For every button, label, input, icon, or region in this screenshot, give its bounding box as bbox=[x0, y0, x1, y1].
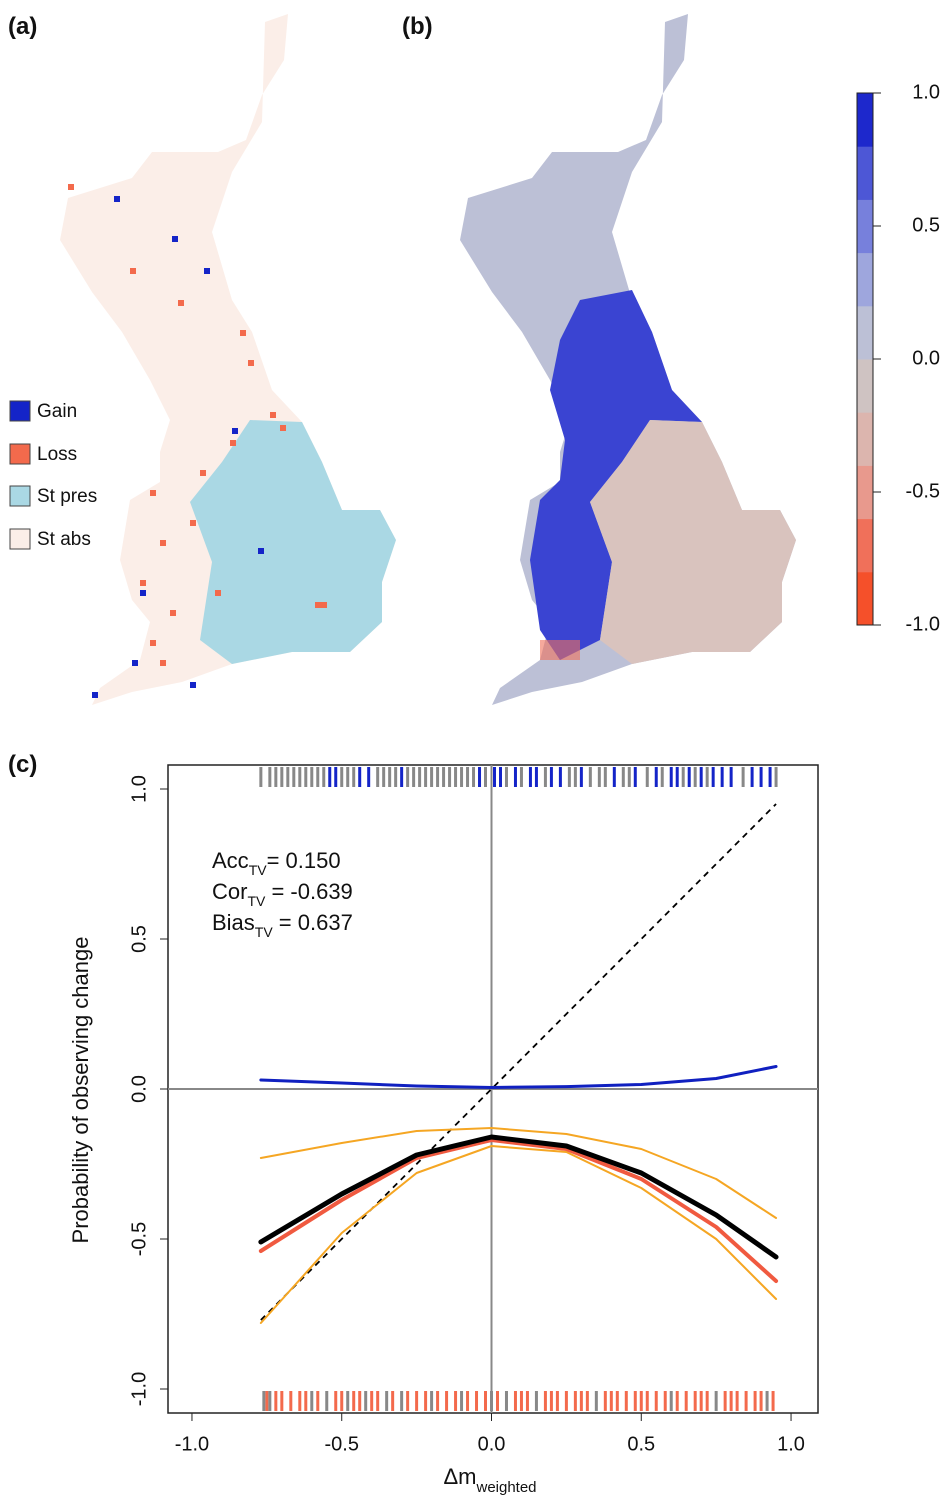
annotation: BiasTV = 0.637 bbox=[212, 910, 353, 940]
colorbar-bin bbox=[857, 305, 873, 360]
legend-swatch bbox=[9, 485, 31, 507]
curve bbox=[259, 1145, 778, 1324]
curve bbox=[259, 1127, 778, 1219]
x-axis-label: Δmweighted bbox=[443, 1464, 536, 1496]
colorbar-bin bbox=[857, 412, 873, 466]
colorbar-bin bbox=[857, 571, 873, 626]
legend-label: Gain bbox=[37, 401, 77, 422]
colorbar-bin bbox=[857, 252, 873, 307]
map-cells bbox=[68, 184, 327, 666]
annotation-rest: = 0.150 bbox=[267, 848, 341, 873]
colorbar-tick-label: -0.5 bbox=[906, 480, 940, 502]
colorbar-bin bbox=[857, 518, 873, 573]
map-b bbox=[460, 14, 796, 705]
annotation-main: Acc bbox=[212, 848, 249, 873]
colorbar-tick-label: -1.0 bbox=[906, 613, 940, 635]
colorbar-tick-label: 0.5 bbox=[912, 214, 940, 236]
map-cells bbox=[92, 196, 264, 698]
x-tick-label: -1.0 bbox=[175, 1433, 209, 1455]
y-axis-label: Probability of observing change bbox=[68, 937, 93, 1244]
annotation-main: Cor bbox=[212, 879, 247, 904]
colorbar-bin bbox=[857, 146, 873, 200]
y-tick-label: -0.5 bbox=[128, 1222, 150, 1256]
colorbar-bin bbox=[857, 359, 873, 413]
annotation-sub: TV bbox=[249, 862, 268, 878]
colorbar-bin bbox=[857, 465, 873, 520]
annotation: AccTV= 0.150 bbox=[212, 848, 341, 878]
legend-label: St abs bbox=[37, 529, 91, 550]
map-a bbox=[60, 14, 396, 705]
legend-label: St pres bbox=[37, 486, 97, 507]
legend-swatch bbox=[9, 443, 31, 465]
curve bbox=[259, 1065, 778, 1089]
colorbar-tick-label: 0.0 bbox=[912, 347, 940, 369]
identity-line bbox=[260, 803, 777, 1321]
y-tick-label: 1.0 bbox=[128, 775, 150, 803]
annotation: CorTV = -0.639 bbox=[212, 879, 353, 909]
map-legend: Gain Loss St pres St abs bbox=[9, 400, 97, 550]
legend-label: Loss bbox=[37, 444, 77, 465]
plot-c: -1.0 -0.5 0.0 0.5 1.0-1.0-0.50.00.51.0AccTV=… bbox=[68, 764, 819, 1496]
y-tick-label: 0.0 bbox=[128, 1075, 150, 1103]
curve bbox=[258, 1138, 779, 1283]
x-tick-label: 1.0 bbox=[777, 1433, 805, 1455]
map-region bbox=[540, 640, 580, 660]
annotation-rest: = -0.639 bbox=[265, 879, 352, 904]
colorbar: 1.0 0.5 0.0 -0.5 -1.0 bbox=[856, 81, 940, 635]
x-tick-label: 0.0 bbox=[478, 1433, 506, 1455]
legend-swatch bbox=[9, 400, 31, 422]
legend-swatch bbox=[9, 528, 31, 550]
panel-label: (c) bbox=[8, 751, 37, 778]
y-tick-label: -1.0 bbox=[128, 1372, 150, 1406]
panel-label: (b) bbox=[402, 13, 433, 40]
colorbar-tick-label: 1.0 bbox=[912, 81, 940, 103]
x-axis-label-main: Δm bbox=[443, 1464, 476, 1489]
annotation-sub: TV bbox=[247, 893, 266, 909]
curve bbox=[258, 1134, 779, 1260]
colorbar-bin bbox=[857, 199, 873, 254]
y-tick-label: 0.5 bbox=[128, 925, 150, 953]
annotation-sub: TV bbox=[255, 924, 274, 940]
x-tick-label: 0.5 bbox=[627, 1433, 655, 1455]
annotation-main: Bias bbox=[212, 910, 255, 935]
panel-label: (a) bbox=[8, 13, 37, 40]
annotation-rest: = 0.637 bbox=[273, 910, 353, 935]
colorbar-bin bbox=[857, 93, 873, 147]
x-tick-label: -0.5 bbox=[324, 1433, 358, 1455]
x-axis-label-sub: weighted bbox=[475, 1479, 536, 1496]
